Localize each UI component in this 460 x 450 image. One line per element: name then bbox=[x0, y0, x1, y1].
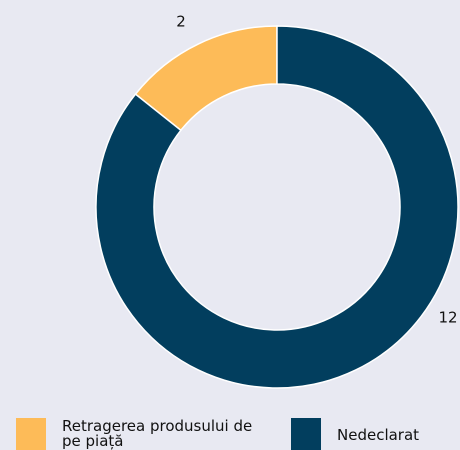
chart: 2 12 bbox=[95, 13, 459, 389]
legend-label: Nedeclarat bbox=[337, 426, 420, 444]
data-label: 12 bbox=[438, 309, 457, 327]
legend-item: Retragerea produsului de pe piață bbox=[16, 418, 262, 450]
legend-swatch bbox=[291, 418, 321, 450]
legend-item: Nedeclarat bbox=[291, 418, 460, 450]
legend-label: Retragerea produsului de pe piață bbox=[62, 417, 253, 450]
legend-swatch bbox=[16, 418, 46, 450]
data-label: 2 bbox=[176, 13, 186, 31]
donut-slice bbox=[95, 25, 459, 389]
